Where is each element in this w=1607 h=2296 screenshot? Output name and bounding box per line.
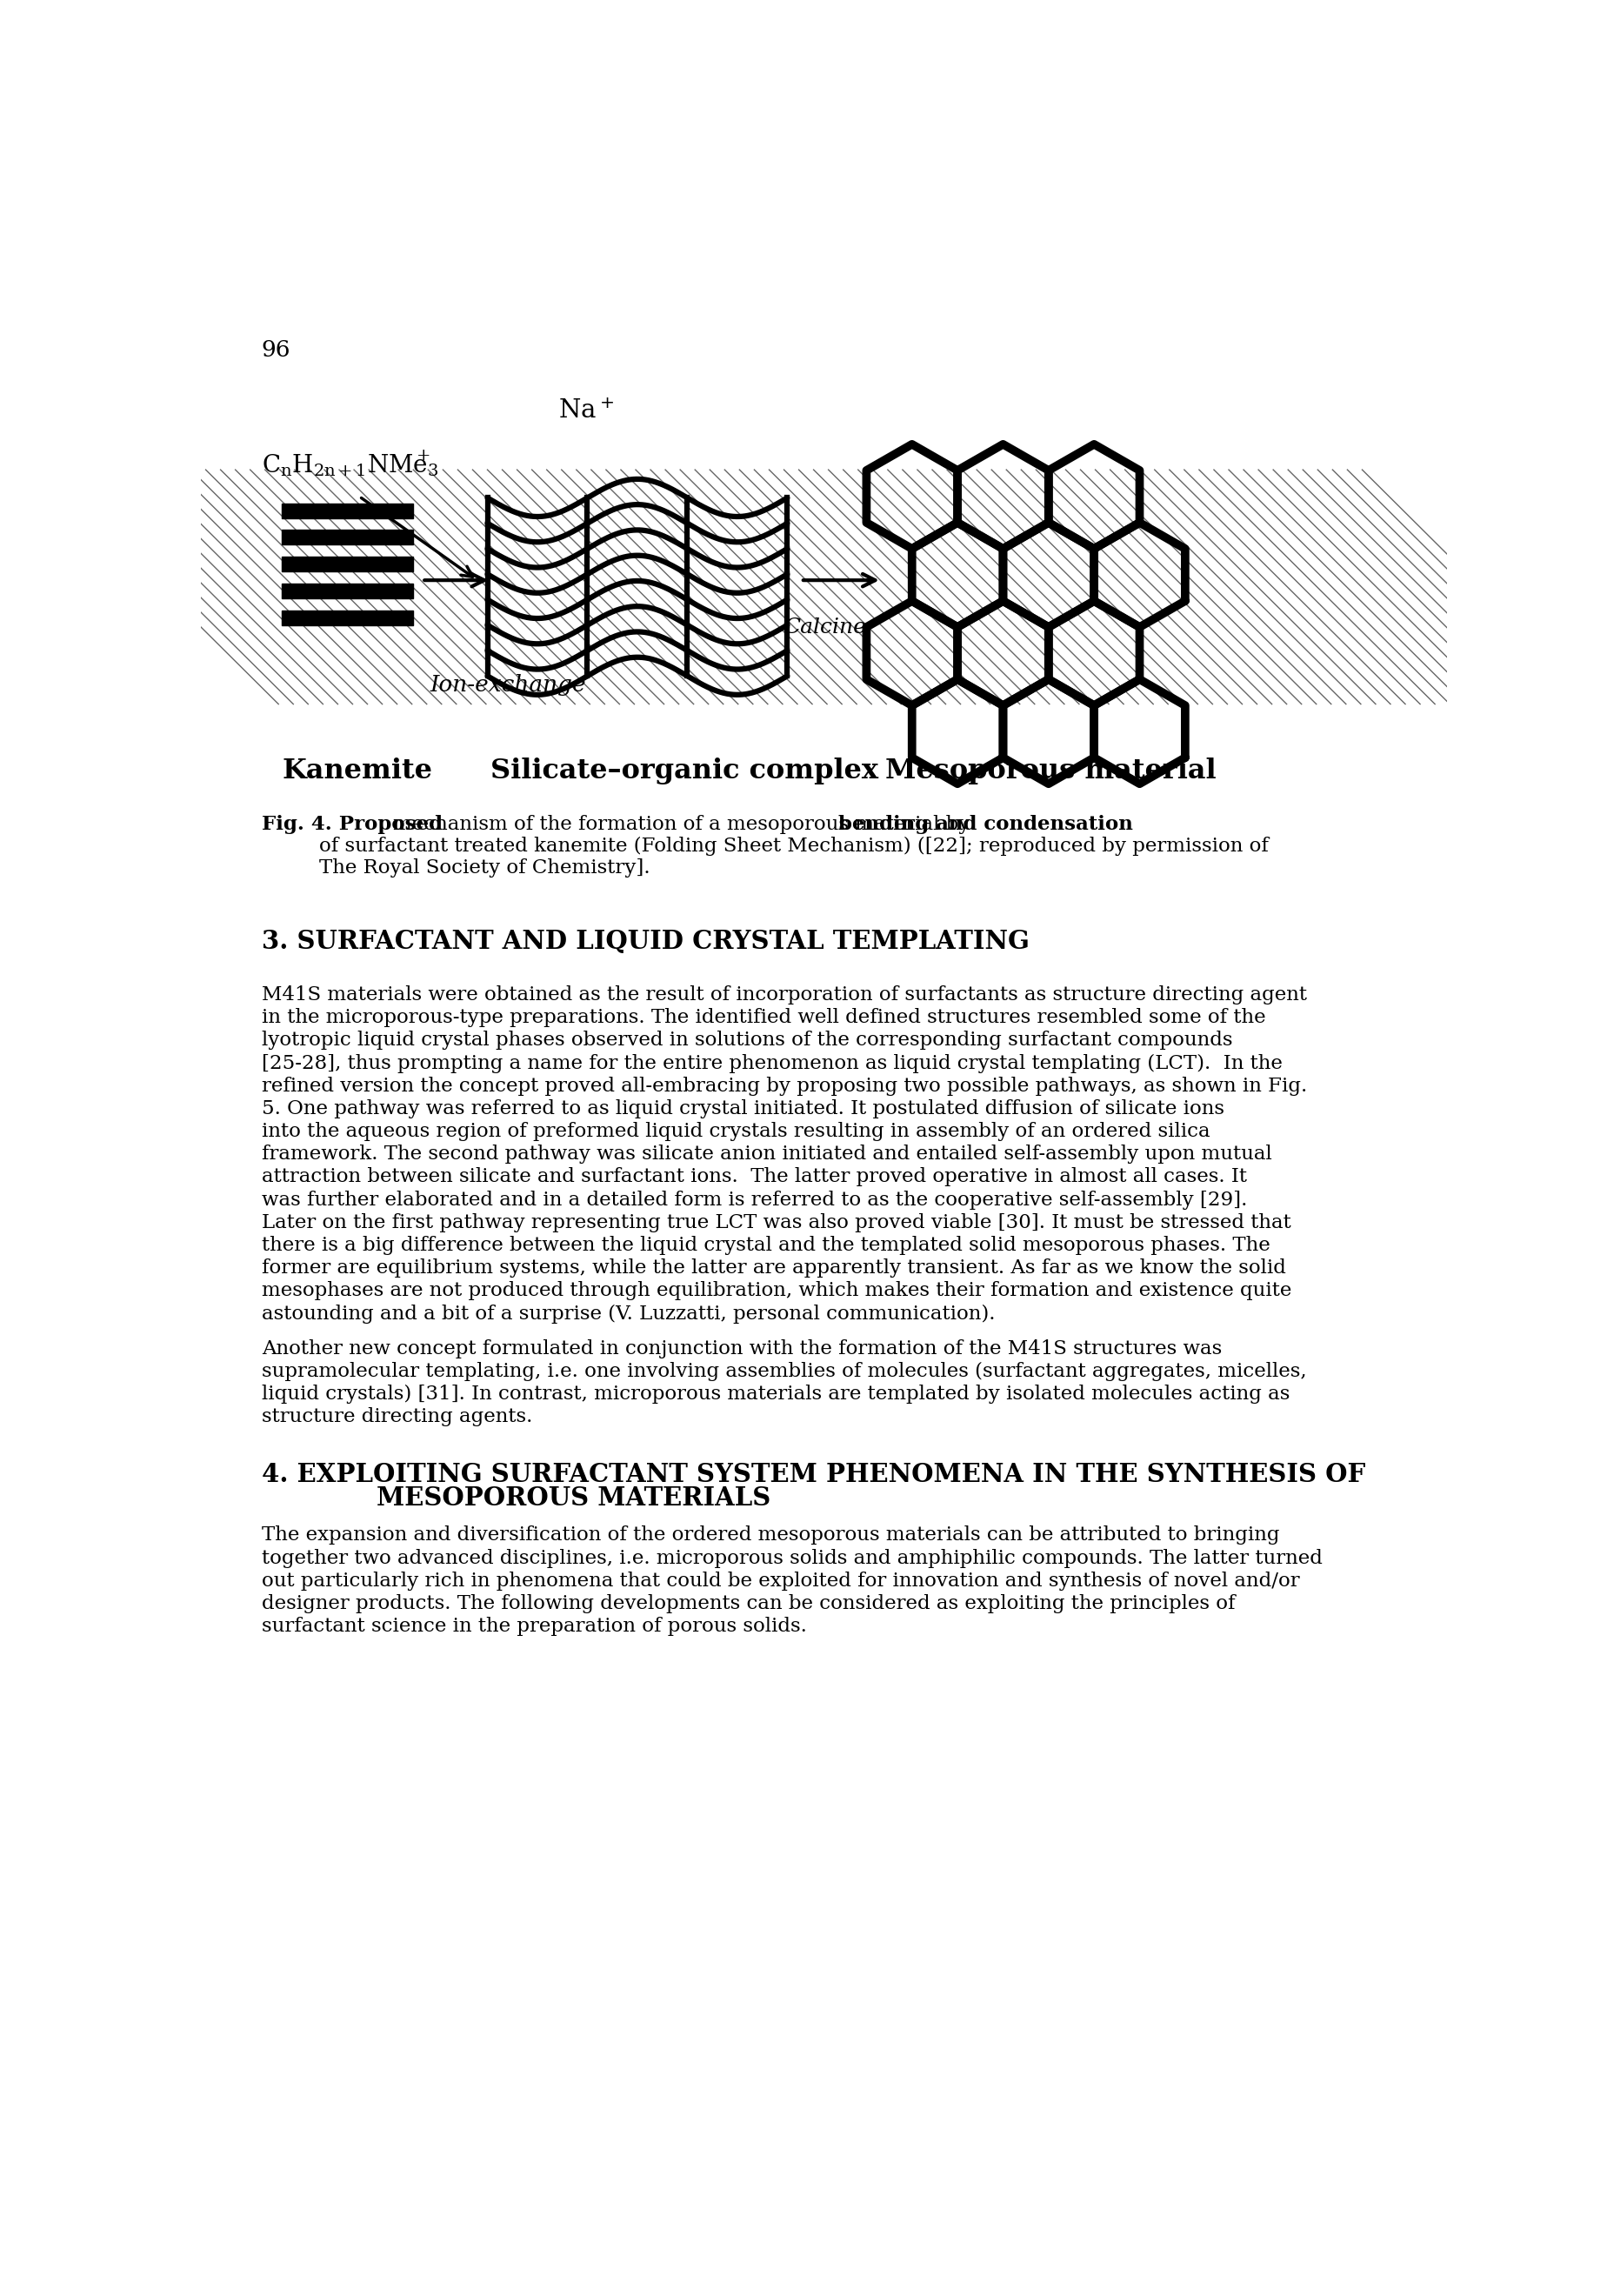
Text: Silicate–organic complex: Silicate–organic complex <box>490 758 877 785</box>
Text: surfactant science in the preparation of porous solids.: surfactant science in the preparation of… <box>262 1616 807 1637</box>
Text: former are equilibrium systems, while the latter are apparently transient. As fa: former are equilibrium systems, while th… <box>262 1258 1286 1277</box>
Text: of surfactant treated kanemite (Folding Sheet Mechanism) ([22]; reproduced by pe: of surfactant treated kanemite (Folding … <box>318 836 1268 856</box>
Bar <box>281 530 413 544</box>
Text: was further elaborated and in a detailed form is referred to as the cooperative : was further elaborated and in a detailed… <box>262 1189 1247 1210</box>
Text: Another new concept formulated in conjunction with the formation of the M41S str: Another new concept formulated in conjun… <box>262 1339 1221 1357</box>
Bar <box>281 503 413 519</box>
Text: 96: 96 <box>262 340 291 360</box>
Text: mechanism of the formation of a mesoporous material by: mechanism of the formation of a mesoporo… <box>392 815 969 833</box>
Text: lyotropic liquid crystal phases observed in solutions of the corresponding surfa: lyotropic liquid crystal phases observed… <box>262 1031 1233 1049</box>
Text: $\mathregular{C_nH_{2n+1}NMe_3}$: $\mathregular{C_nH_{2n+1}NMe_3}$ <box>262 452 439 478</box>
Text: 3. SURFACTANT AND LIQUID CRYSTAL TEMPLATING: 3. SURFACTANT AND LIQUID CRYSTAL TEMPLAT… <box>262 928 1028 953</box>
Text: Na$^+$: Na$^+$ <box>558 400 614 425</box>
Text: Mesoporous material: Mesoporous material <box>884 758 1215 785</box>
Text: there is a big difference between the liquid crystal and the templated solid mes: there is a big difference between the li… <box>262 1235 1270 1256</box>
Text: attraction between silicate and surfactant ions.  The latter proved operative in: attraction between silicate and surfacta… <box>262 1166 1245 1187</box>
Text: Kanemite: Kanemite <box>281 758 432 785</box>
Text: out particularly rich in phenomena that could be exploited for innovation and sy: out particularly rich in phenomena that … <box>262 1570 1298 1591</box>
Text: framework. The second pathway was silicate anion initiated and entailed self-ass: framework. The second pathway was silica… <box>262 1146 1271 1164</box>
Text: designer products. The following developments can be considered as exploiting th: designer products. The following develop… <box>262 1593 1234 1614</box>
Text: structure directing agents.: structure directing agents. <box>262 1407 532 1426</box>
Text: together two advanced disciplines, i.e. microporous solids and amphiphilic compo: together two advanced disciplines, i.e. … <box>262 1548 1321 1568</box>
Text: Ion-exchange: Ion-exchange <box>431 675 587 696</box>
Text: [25-28], thus prompting a name for the entire phenomenon as liquid crystal templ: [25-28], thus prompting a name for the e… <box>262 1054 1282 1072</box>
Text: astounding and a bit of a surprise (V. Luzzatti, personal communication).: astounding and a bit of a surprise (V. L… <box>262 1304 995 1322</box>
Text: MESOPOROUS MATERIALS: MESOPOROUS MATERIALS <box>376 1486 770 1511</box>
Text: mesophases are not produced through equilibration, which makes their formation a: mesophases are not produced through equi… <box>262 1281 1290 1300</box>
Text: 5. One pathway was referred to as liquid crystal initiated. It postulated diffus: 5. One pathway was referred to as liquid… <box>262 1100 1223 1118</box>
Text: The expansion and diversification of the ordered mesoporous materials can be att: The expansion and diversification of the… <box>262 1527 1279 1545</box>
Text: bending and condensation: bending and condensation <box>837 815 1131 833</box>
Text: Later on the first pathway representing true LCT was also proved viable [30]. It: Later on the first pathway representing … <box>262 1212 1290 1233</box>
Text: Fig. 4. Proposed: Fig. 4. Proposed <box>262 815 442 833</box>
Bar <box>281 611 413 625</box>
Text: M41S materials were obtained as the result of incorporation of surfactants as st: M41S materials were obtained as the resu… <box>262 985 1306 1006</box>
Text: into the aqueous region of preformed liquid crystals resulting in assembly of an: into the aqueous region of preformed liq… <box>262 1123 1210 1141</box>
Text: 4. EXPLOITING SURFACTANT SYSTEM PHENOMENA IN THE SYNTHESIS OF: 4. EXPLOITING SURFACTANT SYSTEM PHENOMEN… <box>262 1463 1364 1488</box>
Text: in the microporous-type preparations. The identified well defined structures res: in the microporous-type preparations. Th… <box>262 1008 1265 1026</box>
Text: Calcine: Calcine <box>784 618 866 636</box>
Bar <box>281 583 413 599</box>
Text: refined version the concept proved all-embracing by proposing two possible pathw: refined version the concept proved all-e… <box>262 1077 1306 1095</box>
Text: The Royal Society of Chemistry].: The Royal Society of Chemistry]. <box>318 859 649 877</box>
Text: +: + <box>416 448 431 464</box>
Bar <box>281 558 413 572</box>
Text: supramolecular templating, i.e. one involving assemblies of molecules (surfactan: supramolecular templating, i.e. one invo… <box>262 1362 1306 1380</box>
Text: liquid crystals) [31]. In contrast, microporous materials are templated by isola: liquid crystals) [31]. In contrast, micr… <box>262 1384 1289 1403</box>
